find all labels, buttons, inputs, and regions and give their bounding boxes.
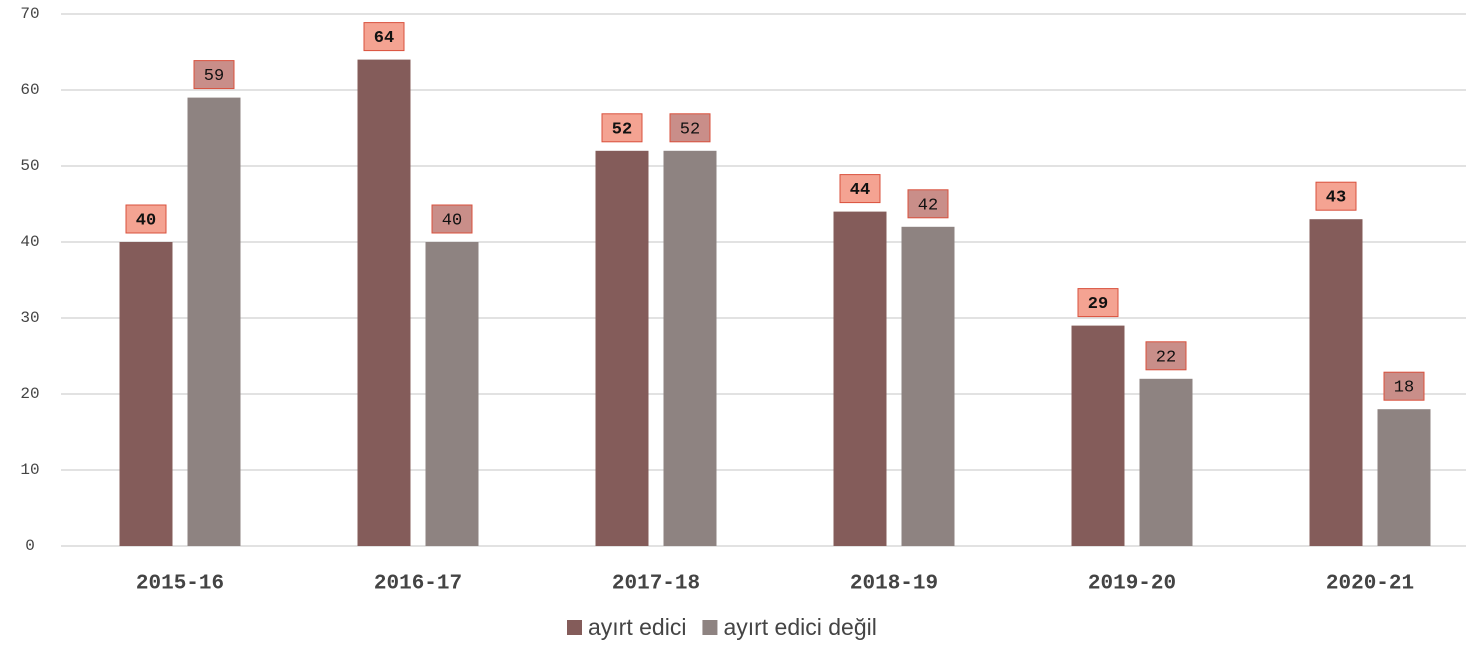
- x-tick-label: 2019-20: [1088, 573, 1176, 596]
- value-label: 18: [1394, 379, 1414, 398]
- x-tick-label: 2015-16: [136, 573, 224, 596]
- value-label: 43: [1326, 189, 1346, 208]
- bar: [1309, 219, 1363, 546]
- value-label: 64: [374, 29, 394, 48]
- value-label-box: [1145, 341, 1187, 371]
- y-tick-label: 30: [20, 309, 39, 327]
- value-label: 52: [612, 120, 632, 139]
- value-label-box: [839, 174, 881, 204]
- value-label: 44: [850, 181, 870, 200]
- value-label: 42: [918, 196, 938, 215]
- bar: [1071, 325, 1125, 546]
- value-label-box: [669, 113, 711, 143]
- value-label-box: [1383, 371, 1425, 401]
- value-label: 59: [204, 67, 224, 86]
- value-label-box: [431, 204, 473, 234]
- value-label-box: [1077, 288, 1119, 318]
- bar: [187, 97, 241, 546]
- y-tick-label: 0: [25, 537, 35, 555]
- value-label-box: [907, 189, 949, 219]
- value-label: 40: [442, 211, 462, 230]
- value-label: 52: [680, 120, 700, 139]
- bar: [595, 150, 649, 547]
- legend-swatch: [567, 620, 582, 635]
- y-tick-label: 60: [20, 81, 39, 99]
- y-tick-label: 10: [20, 461, 39, 479]
- value-label: 40: [136, 211, 156, 230]
- legend-swatch: [702, 620, 718, 635]
- bar: [833, 211, 887, 546]
- value-label: 22: [1156, 348, 1176, 367]
- value-label: 29: [1088, 295, 1108, 314]
- x-tick-label: 2020-21: [1326, 573, 1414, 596]
- value-label-box: [363, 22, 405, 52]
- bar: [119, 242, 173, 546]
- bar: [663, 150, 717, 547]
- bar: [425, 242, 479, 546]
- value-label-box: [125, 204, 167, 234]
- value-label-box: [193, 60, 235, 90]
- legend-label: ayırt edici değil: [723, 614, 876, 640]
- bar: [901, 226, 955, 547]
- value-label-box: [1315, 181, 1357, 211]
- y-tick-label: 40: [20, 233, 39, 251]
- y-tick-label: 20: [20, 385, 39, 403]
- x-tick-label: 2016-17: [374, 573, 462, 596]
- bar: [1377, 409, 1431, 546]
- bar: [1139, 378, 1193, 546]
- x-tick-label: 2018-19: [850, 573, 938, 596]
- x-tick-label: 2017-18: [612, 573, 700, 596]
- y-tick-label: 50: [20, 157, 39, 175]
- value-label-box: [601, 113, 643, 143]
- y-tick-label: 70: [20, 5, 39, 23]
- bar: [357, 59, 411, 546]
- legend-label: ayırt edici: [588, 614, 686, 640]
